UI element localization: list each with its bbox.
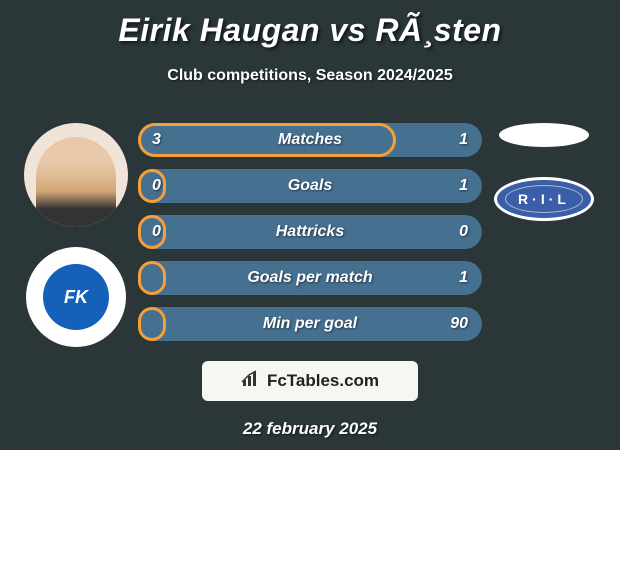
content-row: FK 3 Matches 1 0 Goals 1 0 Hattricks 0 Goals per …: [10, 123, 610, 347]
stat-label: Goals per match: [247, 269, 372, 287]
page-title: Eirik Haugan vs RÃ¸sten: [10, 12, 610, 49]
comparison-card: Eirik Haugan vs RÃ¸sten Club competition…: [0, 0, 620, 450]
chart-icon: [241, 370, 261, 393]
player-photo-left: [24, 123, 128, 227]
page-subtitle: Club competitions, Season 2024/2025: [10, 67, 610, 85]
stat-bar: 0 Hattricks 0: [138, 215, 482, 249]
stat-bar: Goals per match 1: [138, 261, 482, 295]
stat-value-right: 1: [459, 177, 468, 195]
brand-text: FcTables.com: [267, 371, 379, 391]
stat-bar: Min per goal 90: [138, 307, 482, 341]
team-badge-left-text: FK: [43, 264, 109, 330]
player-silhouette-icon: [36, 137, 116, 227]
stat-bar: 0 Goals 1: [138, 169, 482, 203]
stats-column: 3 Matches 1 0 Goals 1 0 Hattricks 0 Goals per mat…: [136, 123, 484, 341]
right-column: R·I·L: [484, 123, 604, 221]
stat-bar-fill: [138, 261, 166, 295]
left-column: FK: [16, 123, 136, 347]
stat-value-left: 3: [152, 131, 161, 149]
stat-value-right: 90: [450, 315, 468, 333]
stat-bar-fill: [138, 307, 166, 341]
stat-bar-fill: [138, 123, 396, 157]
stat-value-right: 0: [459, 223, 468, 241]
team-badge-left: FK: [26, 247, 126, 347]
stat-label: Matches: [278, 131, 342, 149]
player-photo-right-placeholder: [499, 123, 589, 147]
brand-box[interactable]: FcTables.com: [202, 361, 418, 401]
team-badge-right: R·I·L: [494, 177, 594, 221]
stat-value-left: 0: [152, 177, 161, 195]
stat-value-right: 1: [459, 131, 468, 149]
team-badge-right-text: R·I·L: [518, 191, 570, 207]
stat-label: Min per goal: [263, 315, 357, 333]
stat-bar: 3 Matches 1: [138, 123, 482, 157]
stat-label: Goals: [288, 177, 332, 195]
date-text: 22 february 2025: [10, 419, 610, 439]
stat-value-right: 1: [459, 269, 468, 287]
stat-label: Hattricks: [276, 223, 344, 241]
stat-value-left: 0: [152, 223, 161, 241]
